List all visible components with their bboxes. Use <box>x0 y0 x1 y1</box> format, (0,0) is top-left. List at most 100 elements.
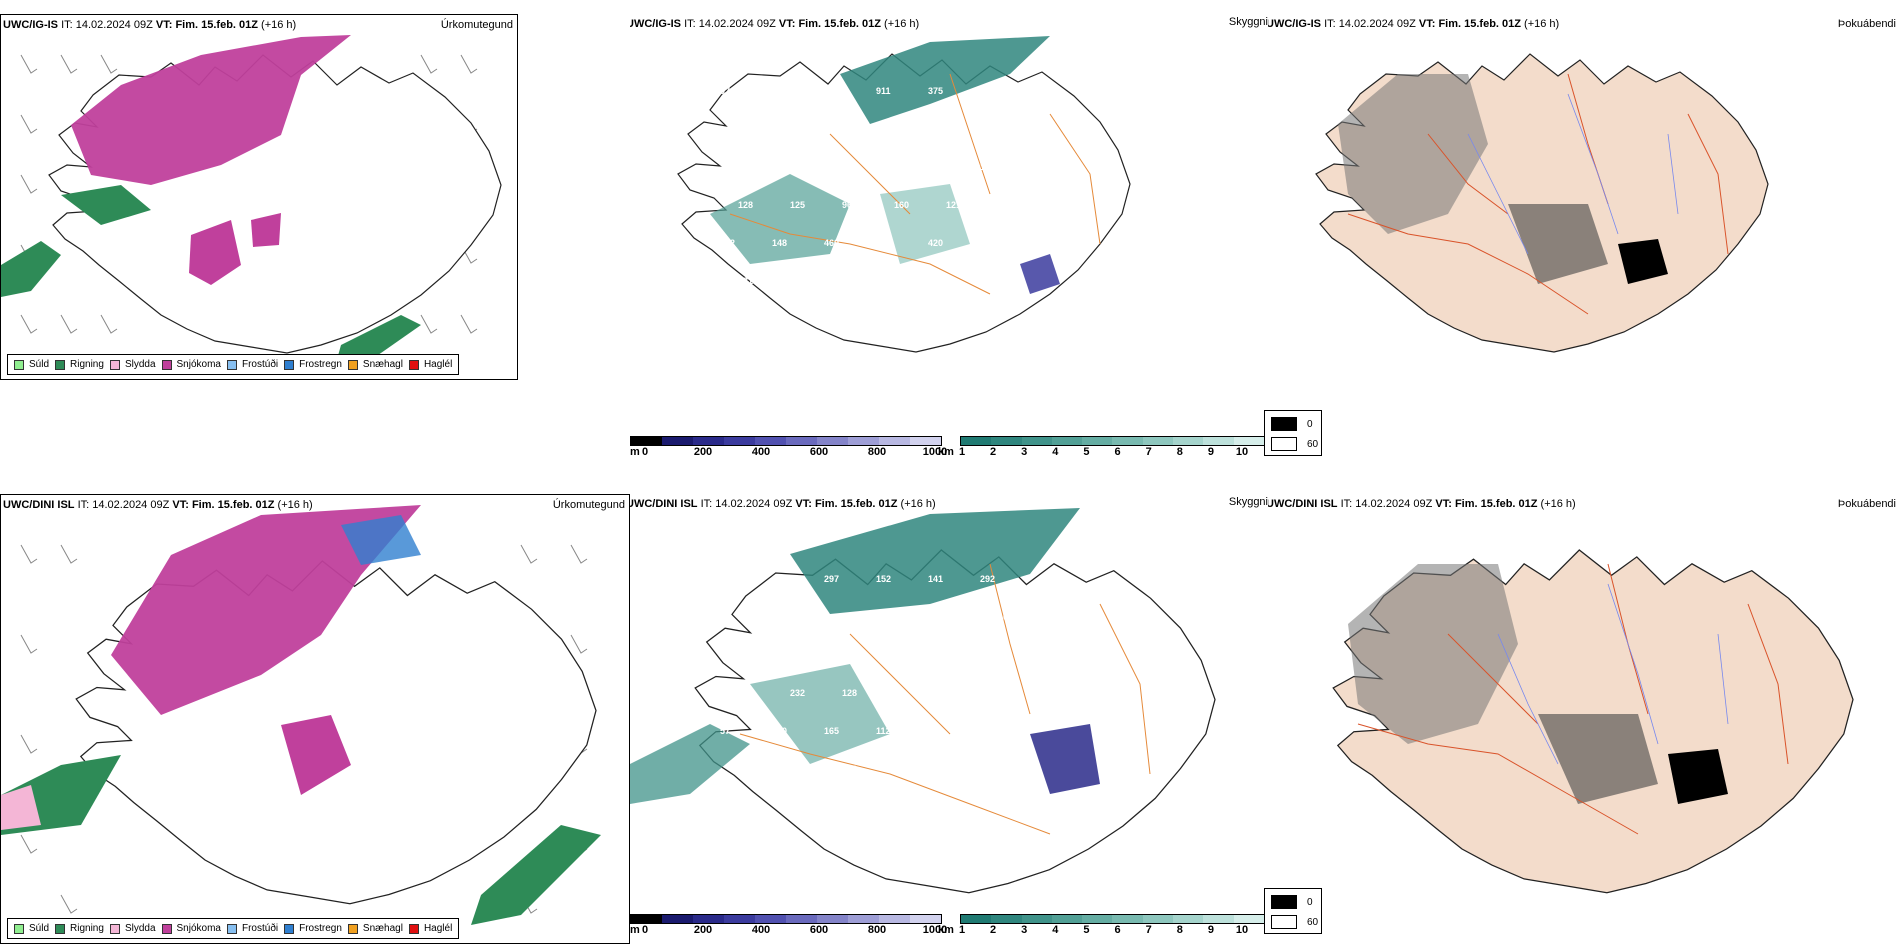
roads <box>1357 563 1789 835</box>
fog-area <box>1668 749 1728 804</box>
legend-item: Slydda <box>109 359 156 370</box>
visibility-unit: km <box>938 924 954 936</box>
colorbar-tick: 800 <box>867 446 887 458</box>
colorbar-step <box>1082 915 1113 923</box>
colorbar-step <box>1021 915 1052 923</box>
colorbar-step <box>755 437 786 445</box>
snow-area <box>189 220 241 285</box>
legend-item: Snæhagl <box>347 923 403 934</box>
precip-value-label: 79 <box>946 764 956 774</box>
precip-value-label: 237 <box>894 276 909 286</box>
ceiling-colorbar <box>630 914 942 924</box>
legend-item: Frostregn <box>284 923 342 934</box>
low-visibility-area <box>840 36 1050 124</box>
legend-item: Frostúði <box>226 359 278 370</box>
rain-area <box>61 185 151 225</box>
precip-value-label: 297 <box>824 574 839 584</box>
panel-header: UWC/DINI ISL IT: 14.02.2024 09Z VT: Fim.… <box>1268 498 1576 510</box>
colorbar-step <box>1051 915 1083 923</box>
colorbar-step <box>724 915 755 923</box>
legend-swatch <box>161 923 172 934</box>
precip-value-label: 244 <box>772 650 787 660</box>
visibility-colorbar <box>960 914 1265 924</box>
colorbar-step <box>1173 437 1204 445</box>
legend-swatch <box>408 359 419 370</box>
colorbar-step <box>961 437 992 445</box>
visibility-ticks: 1 2 3 4 5 6 7 8 9 10 <box>958 924 1248 938</box>
precip-value-label: 124 <box>790 124 805 134</box>
low-visibility-area <box>880 184 970 264</box>
precip-value-label: 115 <box>980 162 995 172</box>
colorbar-step <box>991 437 1022 445</box>
precip-value-label: 131 <box>738 276 753 286</box>
ceiling-unit: m <box>630 446 640 458</box>
precip-value-label: 103 <box>928 162 943 172</box>
precip-value-label: 96 <box>842 200 852 210</box>
precip-value-label: 286 <box>772 162 787 172</box>
legend-item: Snjókoma <box>161 359 221 370</box>
fog-key: 0 60 <box>1264 410 1322 456</box>
low-visibility-area <box>630 724 750 804</box>
colorbar-step <box>961 915 992 923</box>
colorbar-tick: 5 <box>1083 924 1090 936</box>
precip-value-label: 856 <box>894 124 909 134</box>
legend-swatch <box>55 923 66 934</box>
panel-title: Þokuábendi <box>1837 18 1896 30</box>
precip-value-label: 80 <box>998 124 1008 134</box>
precip-value-label: 219 <box>738 612 753 622</box>
precip-value-label: 180 <box>876 238 891 248</box>
legend-item: Súld <box>14 923 49 934</box>
precip-value-label: 100 <box>720 162 735 172</box>
precip-legend: Súld Rigning Slydda Snjókoma Frostúði Fr… <box>7 918 460 939</box>
colorbar-step <box>1142 437 1174 445</box>
colorbar-step <box>631 915 662 923</box>
precip-value-label: 161 <box>946 612 961 622</box>
colorbar-tick: 8 <box>1176 446 1183 458</box>
precip-value-label: 160 <box>894 200 909 210</box>
colorbar-step <box>693 437 724 445</box>
precip-value-label: 101 <box>998 688 1013 698</box>
cloud-map: 438 945 297 152 141 292 219 239 213 775 161 105 288 2… <box>630 508 1216 894</box>
fog-key-row: 0 <box>1271 417 1313 431</box>
colorbar-tick: 0 <box>641 446 649 458</box>
colorbar-step <box>662 437 693 445</box>
panel-title: Þokuábendi <box>1837 498 1896 510</box>
precip-value-label: 973 <box>720 86 735 96</box>
fog-key: 0 60 <box>1264 888 1322 934</box>
precip-value-label: 232 <box>790 688 805 698</box>
fog-key-row: 60 <box>1271 915 1318 929</box>
panel-header: UWC/DINI ISL IT: 14.02.2024 09Z VT: Fim.… <box>630 498 936 510</box>
precip-value-label: 402 <box>842 764 857 774</box>
colorbar-step <box>1112 915 1143 923</box>
legend-item: Snæhagl <box>347 359 403 370</box>
colorbar-step <box>1142 915 1174 923</box>
legend-swatch <box>55 359 66 370</box>
colorbar-step <box>910 915 941 923</box>
precip-value-label: 223 <box>738 688 753 698</box>
precip-value-label: 460 <box>824 238 839 248</box>
precip-type-map <box>1 505 601 925</box>
precip-value-label: 86 <box>738 764 748 774</box>
colorbar-step <box>1203 437 1234 445</box>
precip-value-label: 438 <box>720 574 735 584</box>
colorbar-tick: 1000 <box>922 924 948 936</box>
colorbar-tick: 1 <box>958 924 966 936</box>
fog-map <box>1332 549 1854 894</box>
colorbar-step <box>910 437 941 445</box>
colorbar-step <box>1203 915 1234 923</box>
colorbar-tick: 1000 <box>922 446 948 458</box>
rivers <box>1497 583 1729 765</box>
ceiling-unit: m <box>630 924 640 936</box>
ceiling-ticks: 0 200 400 600 800 1000 <box>641 446 947 460</box>
precip-value-label: 140 <box>772 726 787 736</box>
colorbar-tick: 0 <box>641 924 649 936</box>
legend-swatch <box>109 359 120 370</box>
precip-legend: Súld Rigning Slydda Snjókoma Frostúði Fr… <box>7 354 460 375</box>
precip-value-label: 148 <box>772 238 787 248</box>
colorbar-tick: 1 <box>958 446 966 458</box>
legend-swatch <box>408 923 419 934</box>
legend-swatch <box>347 923 358 934</box>
colorbar-tick: 2 <box>990 924 997 936</box>
ceiling-ticks: 0 200 400 600 800 1000 <box>641 924 947 938</box>
precip-value-label: 239 <box>790 612 805 622</box>
